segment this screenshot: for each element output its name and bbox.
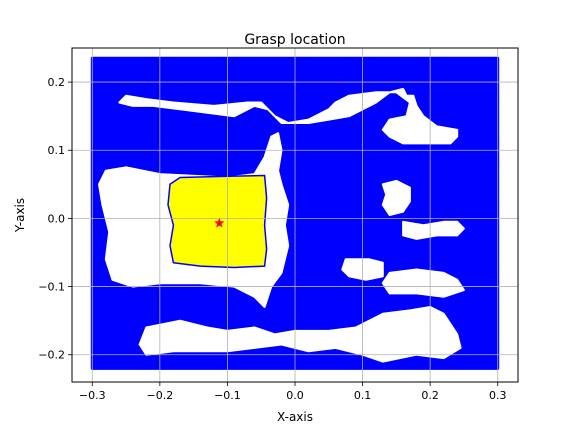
x-axis-label: X-axis (277, 410, 313, 424)
x-tick-label: −0.3 (79, 389, 106, 402)
x-tick-label: −0.1 (214, 389, 241, 402)
y-tick-label: 0.2 (48, 76, 66, 89)
point-cloud-gap (381, 179, 411, 216)
x-axis-ticks: −0.3 −0.2 −0.1 0.0 0.1 0.2 0.3 (79, 382, 507, 402)
x-tick-label: 0.0 (286, 389, 304, 402)
x-tick-label: 0.1 (354, 389, 372, 402)
x-tick-label: 0.3 (489, 389, 507, 402)
y-axis-label: Y-axis (13, 198, 27, 233)
plot-area (71, 47, 519, 383)
point-cloud-gap (118, 87, 459, 145)
y-tick-label: −0.2 (38, 349, 65, 362)
grasp-point-marker (214, 217, 225, 228)
marker-layer (214, 217, 225, 228)
y-tick-label: −0.1 (38, 281, 65, 294)
point-cloud-gap (402, 220, 465, 240)
point-cloud-gap (138, 306, 462, 363)
chart-title: Grasp location (244, 32, 345, 48)
grid-lines (72, 48, 518, 382)
x-tick-label: −0.2 (146, 389, 173, 402)
x-tick-label: 0.2 (421, 389, 439, 402)
y-tick-label: 0.0 (48, 212, 66, 225)
y-axis-ticks: −0.2 −0.1 0.0 0.1 0.2 (38, 76, 72, 362)
y-tick-label: 0.1 (48, 144, 66, 157)
